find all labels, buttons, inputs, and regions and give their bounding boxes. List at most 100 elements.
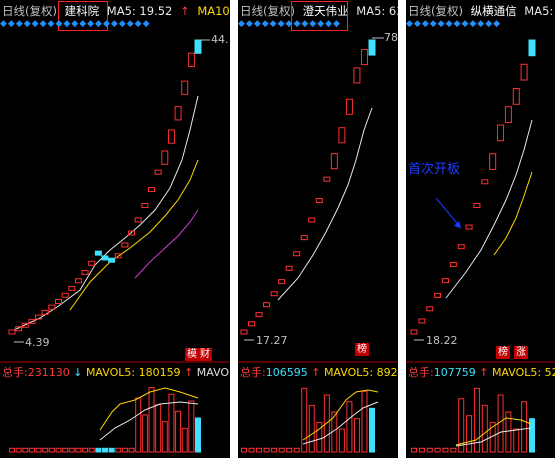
tag-1[interactable]: 涨	[514, 346, 528, 359]
vol-arrow: ↑	[479, 366, 489, 379]
candle	[68, 285, 76, 291]
panel-header: 日线(复权) 澄天伟业 MA5: 63.3	[240, 3, 398, 19]
candle	[457, 244, 465, 250]
mavol5-line	[302, 389, 379, 441]
candle	[28, 318, 36, 324]
tag-1[interactable]: 财	[198, 348, 212, 361]
candle	[134, 217, 142, 223]
volume-bar	[188, 400, 195, 453]
ma5-arrow: ↑	[180, 4, 190, 18]
volume-header: 总手:106595 ↑ MAVOL5: 89227	[240, 364, 398, 380]
vol-label: 总手:	[408, 366, 434, 379]
candle	[148, 187, 155, 193]
annotation-label: 首次开板	[408, 162, 461, 177]
candle	[285, 265, 293, 271]
ma5-line	[277, 107, 373, 301]
volume-bar	[278, 447, 285, 453]
candle	[181, 80, 189, 95]
candle	[504, 106, 512, 123]
chart-panel-jkc: 日线(复权) 建科院 MA5: 19.52 ↑ MA10: 18.2 ◆◆◆◆◆…	[0, 0, 230, 458]
candle	[35, 314, 43, 320]
volume-bar	[82, 447, 89, 453]
candle	[481, 179, 489, 185]
candle	[330, 153, 338, 170]
vol-label: 总手:	[2, 366, 28, 379]
low-price-label: 4.39	[25, 336, 50, 349]
tag-0[interactable]: 榜	[496, 346, 510, 359]
volume-bar	[411, 447, 417, 453]
volume-bar	[181, 427, 188, 453]
ma10-value: MA10: 18.2	[197, 4, 230, 18]
mavol10-value: MAVOL	[196, 366, 230, 379]
candle	[88, 260, 96, 266]
candle	[300, 235, 308, 241]
event-markers: ◆◆◆◆◆◆◆◆◆◆◆◆◆◆◆◆◆◆◆	[0, 19, 151, 29]
volume-bar	[369, 407, 375, 453]
candle	[345, 98, 353, 115]
volume-bar	[42, 447, 49, 453]
candle	[512, 88, 520, 105]
candle	[161, 150, 169, 165]
high-price-label: 44.	[211, 33, 229, 46]
volume-bar	[128, 447, 135, 453]
volume-bar	[88, 447, 95, 453]
candle	[360, 49, 368, 66]
highlight-box	[291, 1, 348, 31]
vol-value: 107759	[433, 366, 476, 379]
candle	[315, 198, 323, 204]
stock-name[interactable]: 澄天伟业	[302, 4, 349, 18]
candle	[81, 269, 89, 275]
vol-label: 总手:	[240, 366, 266, 379]
volume-bar	[481, 404, 488, 453]
volume-bar	[450, 447, 457, 453]
tag-0[interactable]: 模	[185, 348, 199, 361]
candle	[278, 279, 286, 285]
volume-bar	[102, 447, 108, 453]
volume-bar	[155, 404, 162, 453]
mavol5-line	[99, 387, 199, 431]
panel-separator	[398, 0, 406, 458]
volume-bar	[168, 393, 175, 453]
mavol5-arrow: ↑	[184, 366, 194, 379]
candle	[410, 329, 418, 335]
volume-bar	[75, 447, 82, 453]
stock-name[interactable]: 纵横通信	[470, 4, 517, 18]
volume-bar	[353, 418, 360, 453]
volume-bar	[48, 447, 55, 453]
volume-bar	[22, 447, 29, 453]
candle	[154, 169, 162, 175]
candle	[489, 153, 497, 170]
highlight-box	[58, 1, 108, 31]
mavol5-value: MAVOL5: 89227	[323, 366, 398, 379]
volume-bar	[521, 401, 528, 453]
volume-bar	[256, 447, 263, 453]
volume-bar	[338, 428, 345, 453]
vol-value: 106595	[265, 366, 308, 379]
volume-bar	[458, 398, 465, 453]
volume-bar	[286, 447, 293, 453]
candle	[74, 278, 82, 284]
candle	[270, 291, 278, 297]
volume-bar	[55, 447, 62, 453]
low-price-label: 17.27	[256, 334, 288, 347]
panel-header: 日线(复权) 纵横通信 MA5: 6	[408, 3, 555, 19]
ma5-line	[445, 119, 533, 299]
candle	[255, 312, 263, 318]
vol-value: 231130	[27, 366, 70, 379]
candles	[240, 39, 376, 335]
candle	[48, 304, 56, 310]
annotation-arrow	[435, 197, 462, 229]
volume-bar	[35, 447, 42, 453]
mavol5-line	[455, 417, 532, 446]
candles	[410, 39, 536, 335]
candle	[248, 321, 256, 327]
candle	[61, 292, 69, 298]
mavol5-value: MAVOL5: 180159	[85, 366, 181, 379]
event-markers: ◆◆◆◆◆◆◆◆◆◆◆◆◆	[238, 19, 341, 29]
low-price-label: 18.22	[426, 334, 458, 347]
stock-name[interactable]: 建科院	[64, 4, 100, 18]
candle	[240, 329, 248, 335]
candle	[353, 67, 361, 84]
tag-0[interactable]: 榜	[355, 343, 369, 356]
high-price-label: 78.	[384, 31, 398, 44]
